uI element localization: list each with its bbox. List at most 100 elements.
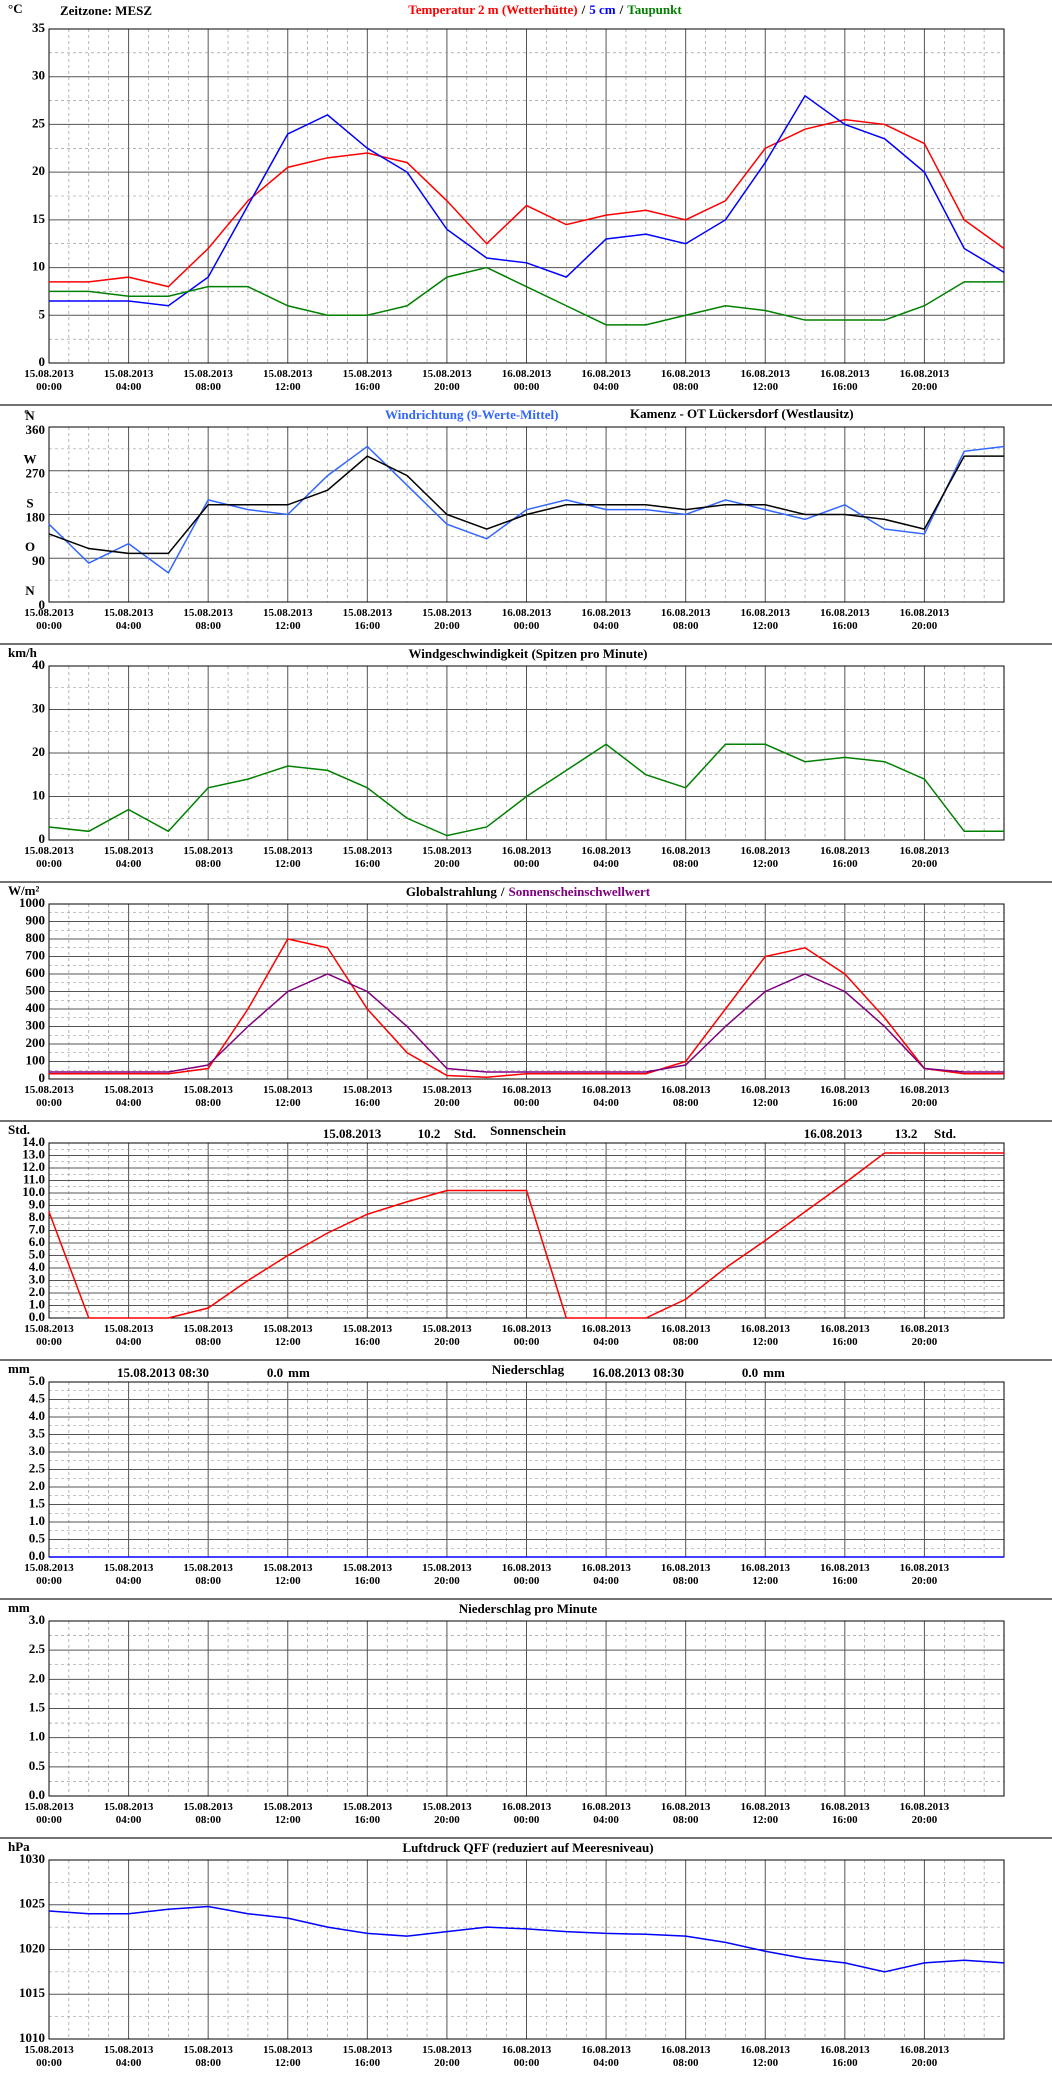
x-tick-label: 15.08.2013 08:00 <box>183 2044 233 2069</box>
x-tick-label: 15.08.2013 12:00 <box>263 2044 313 2069</box>
y-tick-label: 0.0 <box>29 1548 45 1563</box>
x-tick-label: 16.08.2013 08:00 <box>660 1801 711 1826</box>
x-tick-label: 16.08.2013 20:00 <box>899 1323 950 1348</box>
x-tick-label: 15.08.2013 00:00 <box>24 845 74 870</box>
y-tick-label: 1015 <box>19 1985 46 2000</box>
unit-label: °C <box>8 1 23 16</box>
y-tick-label: 8.0 <box>29 1209 45 1224</box>
annotation: Kamenz - OT Lückersdorf (Westlausitz) <box>630 406 854 421</box>
series-line <box>48 445 1005 574</box>
y-tick-label: 0 <box>39 597 46 612</box>
y-tick-label: 2.0 <box>29 1670 45 1685</box>
y-tick-label: 500 <box>26 982 46 997</box>
x-tick-label: 15.08.2013 16:00 <box>342 845 393 870</box>
x-tick-label: 15.08.2013 04:00 <box>103 1801 154 1826</box>
y-tick-label: 25 <box>32 115 46 130</box>
x-tick-label: 16.08.2013 04:00 <box>581 1801 631 1826</box>
y-tick-label: 200 <box>26 1035 46 1050</box>
y-tick-label: 300 <box>26 1017 46 1032</box>
x-tick-label: 16.08.2013 04:00 <box>581 845 631 870</box>
x-tick-label: 15.08.2013 08:00 <box>183 1084 233 1109</box>
legend-separator: / <box>619 2 624 17</box>
unit-label: hPa <box>8 1839 30 1854</box>
x-tick-label: 15.08.2013 00:00 <box>24 1084 74 1109</box>
y-tick-label: 20 <box>32 744 45 759</box>
x-tick-label: 15.08.2013 08:00 <box>183 1323 233 1348</box>
x-tick-label: 16.08.2013 00:00 <box>501 1801 552 1826</box>
annotation: Std. <box>934 1126 956 1141</box>
y-tick-label: 12.0 <box>22 1159 45 1174</box>
y-tick-label: 900 <box>26 912 46 927</box>
x-tick-label: 15.08.2013 20:00 <box>422 845 472 870</box>
y-tick-label: 6.0 <box>29 1234 45 1249</box>
series-line <box>49 118 1005 288</box>
x-tick-label: 16.08.2013 08:00 <box>660 1323 711 1348</box>
x-tick-label: 16.08.2013 08:00 <box>660 2044 711 2069</box>
plot-frame <box>48 1859 1005 2040</box>
x-tick-label: 16.08.2013 20:00 <box>899 2044 950 2069</box>
y-tick-label: 0 <box>39 354 46 369</box>
x-tick-label: 15.08.2013 00:00 <box>24 2044 74 2069</box>
y-tick-label: 0.5 <box>29 1530 46 1545</box>
x-tick-label: 15.08.2013 16:00 <box>342 1323 393 1348</box>
x-tick-label: 15.08.2013 12:00 <box>263 1323 313 1348</box>
y-tick-label: 10 <box>32 787 45 802</box>
x-tick-label: 15.08.2013 16:00 <box>342 2044 393 2069</box>
y-tick-label: 0 <box>39 1070 46 1085</box>
y-tick-label: 1.5 <box>29 1495 46 1510</box>
y-tick-label: 800 <box>26 930 46 945</box>
x-tick-label: 16.08.2013 12:00 <box>740 845 791 870</box>
legend-entry: Globalstrahlung <box>406 884 498 899</box>
legend-separator: / <box>500 884 505 899</box>
y-tick-label: 2.5 <box>29 1460 46 1475</box>
series-line <box>48 1905 1005 1973</box>
y-tick-label: 1025 <box>19 1896 46 1911</box>
annotation: mm <box>763 1365 785 1380</box>
y-tick-label: 14.0 <box>22 1134 45 1149</box>
x-tick-label: 15.08.2013 04:00 <box>103 1562 154 1587</box>
y-tick-label: 1.0 <box>29 1513 45 1528</box>
y-tick-label: 360 <box>26 422 46 437</box>
x-tick-label: 15.08.2013 12:00 <box>263 368 313 393</box>
x-tick-label: 16.08.2013 00:00 <box>501 1084 552 1109</box>
legend-entry: Windrichtung (9-Werte-Mittel) <box>385 407 558 422</box>
annotation: 15.08.2013 08:30 <box>117 1365 209 1380</box>
y-tick-letter: S <box>26 495 33 510</box>
annotation: Zeitzone: MESZ <box>60 3 152 18</box>
chart-title: Niederschlag pro Minute <box>459 1601 598 1616</box>
x-tick-label: 15.08.2013 00:00 <box>24 368 74 393</box>
plot-frame <box>48 1142 1005 1319</box>
unit-label: W/m² <box>8 883 39 898</box>
y-tick-label: 600 <box>26 965 46 980</box>
x-tick-label: 16.08.2013 04:00 <box>581 607 631 632</box>
y-tick-label: 700 <box>26 947 46 962</box>
x-tick-label: 16.08.2013 00:00 <box>501 1562 552 1587</box>
y-tick-label: 270 <box>26 466 46 481</box>
x-tick-label: 15.08.2013 20:00 <box>422 1084 472 1109</box>
x-tick-label: 16.08.2013 16:00 <box>820 1323 870 1348</box>
x-tick-label: 15.08.2013 08:00 <box>183 368 233 393</box>
legend-separator: / <box>581 2 586 17</box>
x-tick-label: 15.08.2013 12:00 <box>263 607 313 632</box>
x-tick-label: 15.08.2013 04:00 <box>103 2044 154 2069</box>
series-line <box>49 94 1005 307</box>
x-tick-label: 16.08.2013 00:00 <box>501 1323 552 1348</box>
x-tick-label: 15.08.2013 04:00 <box>103 607 154 632</box>
x-tick-label: 15.08.2013 04:00 <box>103 368 154 393</box>
annotation: 16.08.2013 08:30 <box>592 1365 684 1380</box>
legend-entry: Temperatur 2 m (Wetterhütte) <box>408 2 577 17</box>
y-tick-label: 35 <box>32 20 46 35</box>
x-tick-label: 15.08.2013 12:00 <box>263 1562 313 1587</box>
y-tick-label: 0.5 <box>29 1758 46 1773</box>
x-tick-label: 15.08.2013 08:00 <box>183 607 233 632</box>
plot-frame <box>48 903 1005 1080</box>
y-tick-label: 10 <box>32 259 45 274</box>
x-tick-label: 16.08.2013 08:00 <box>660 845 711 870</box>
y-tick-letter: N <box>25 583 35 598</box>
y-tick-label: 10.0 <box>22 1184 45 1199</box>
y-tick-label: 2.0 <box>29 1284 45 1299</box>
x-tick-label: 15.08.2013 16:00 <box>342 1562 393 1587</box>
legend-entry: Taupunkt <box>627 2 682 17</box>
annotation: 16.08.2013 <box>804 1126 863 1141</box>
